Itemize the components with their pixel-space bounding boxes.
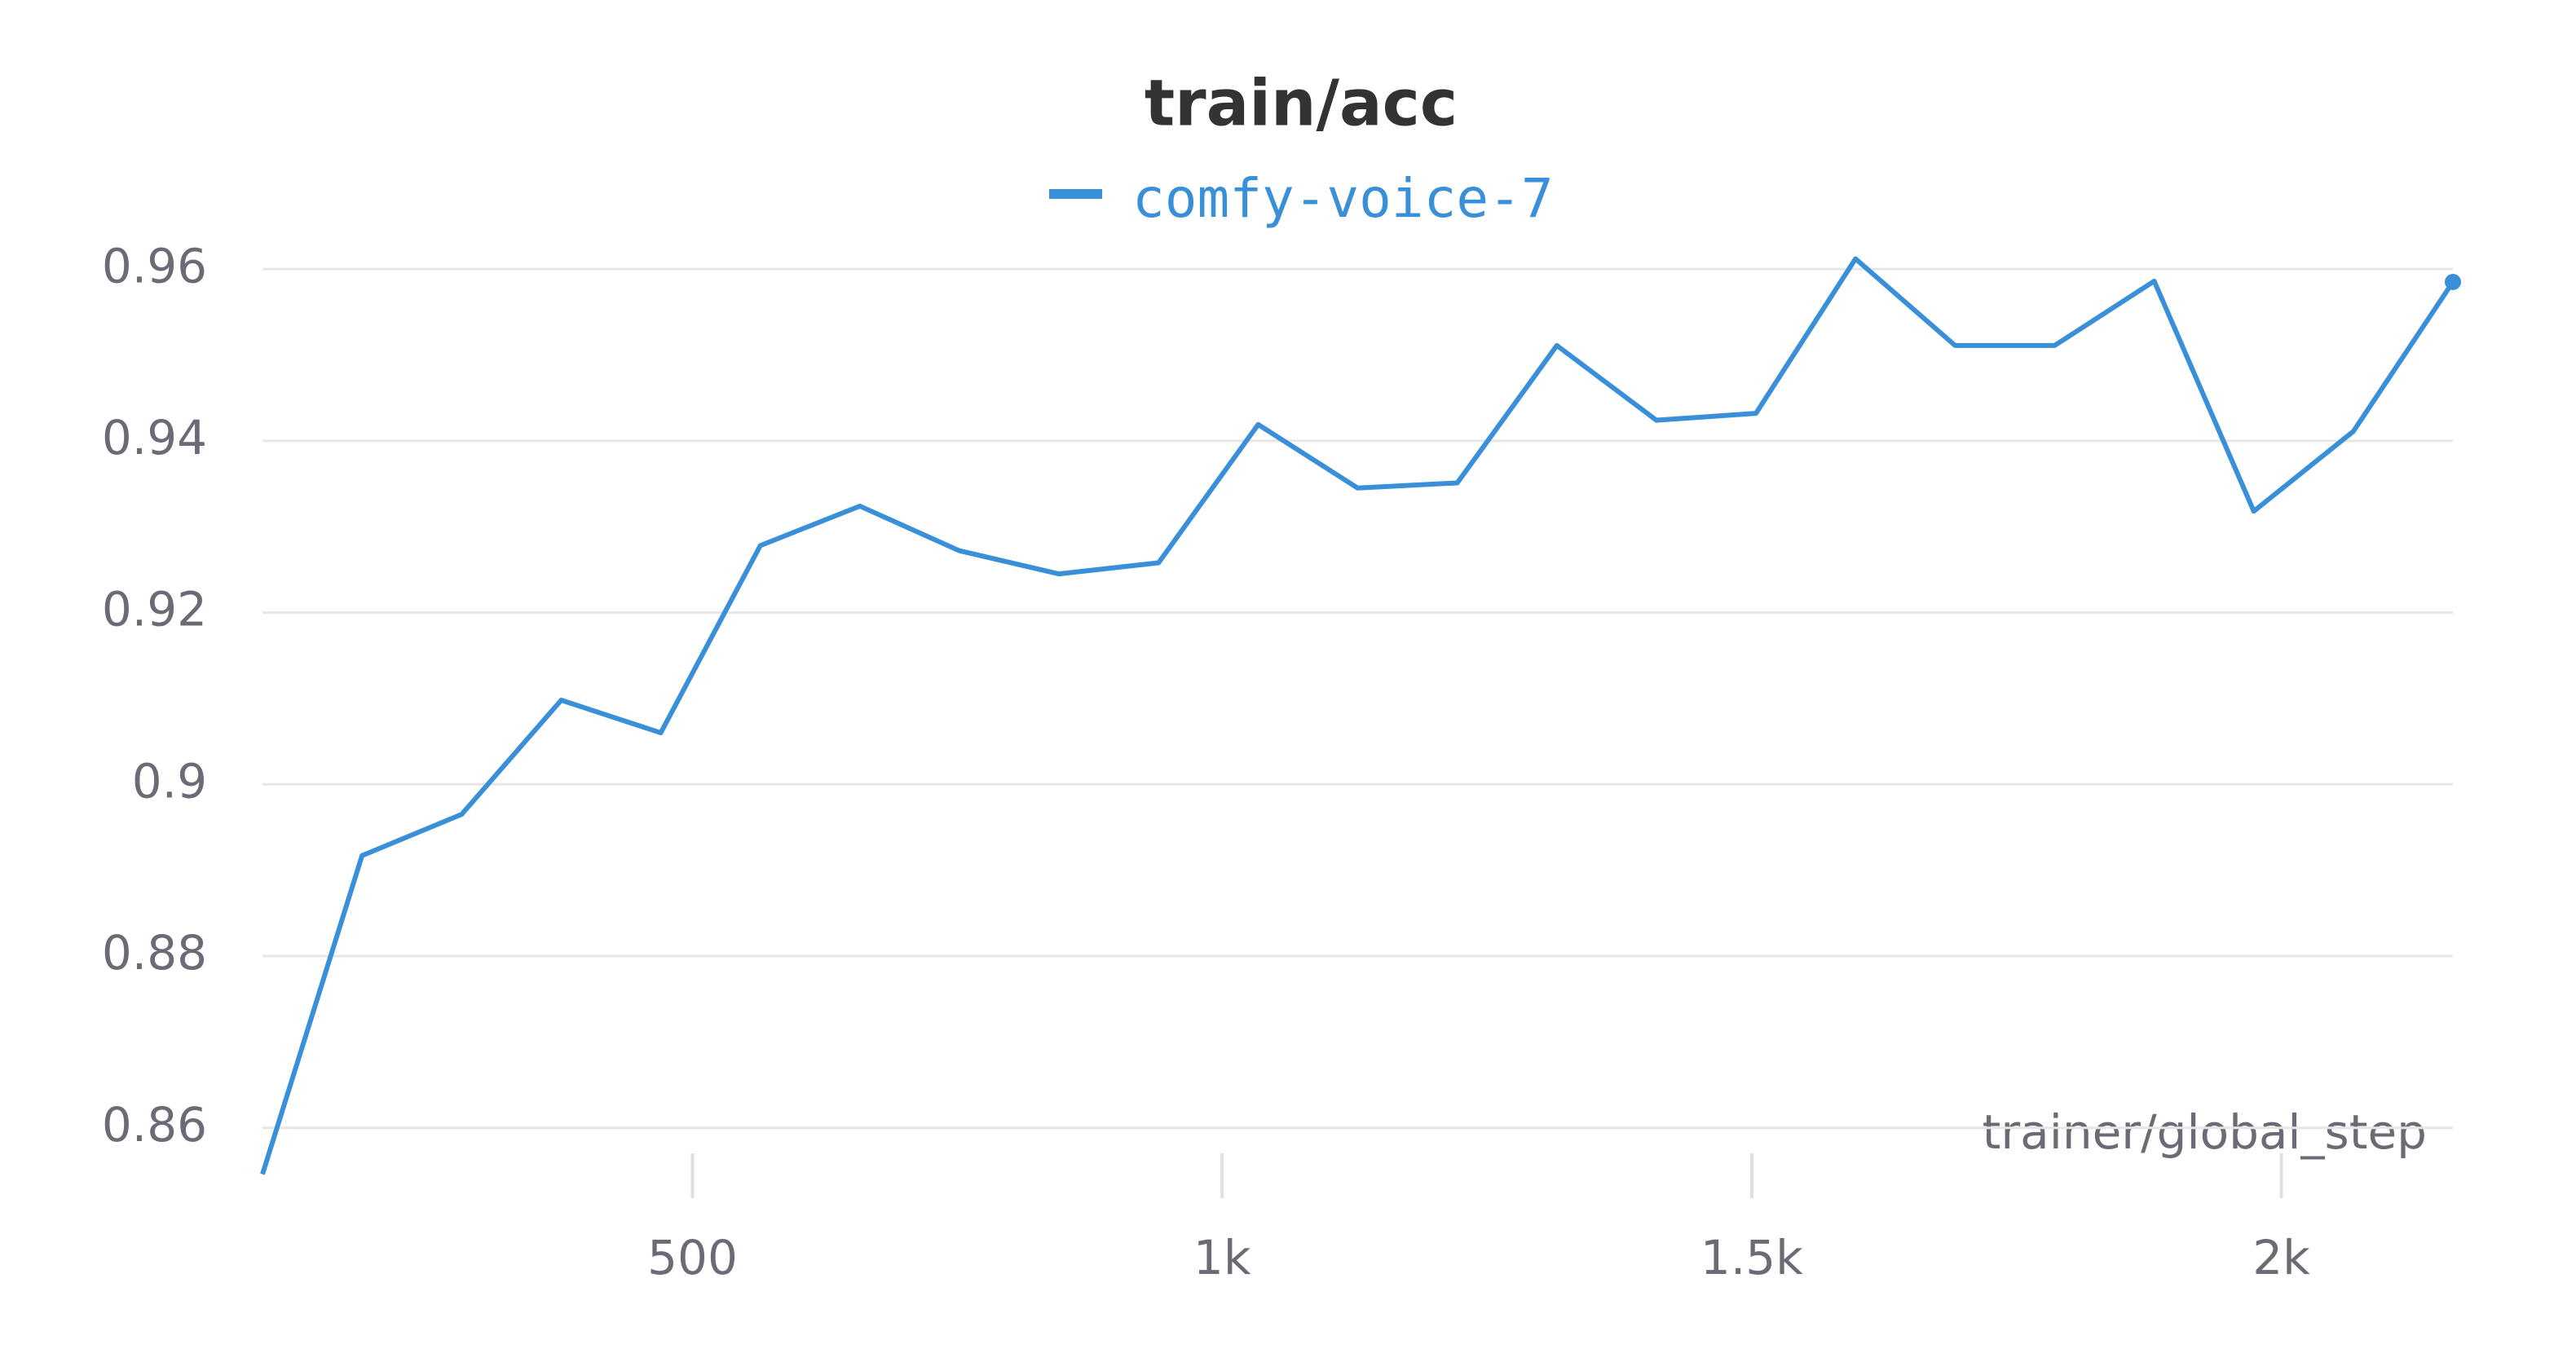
x-tick-label: 2k	[2252, 1230, 2310, 1285]
line	[260, 256, 2455, 1175]
x-tick-label: 1.5k	[1700, 1230, 1803, 1285]
y-tick-label: 0.86	[102, 1097, 207, 1152]
y-tick-label: 0.88	[102, 925, 207, 981]
legend-label: comfy-voice-7	[1132, 167, 1554, 230]
x-axis-label: trainer/global_step	[1983, 1104, 2427, 1160]
x-tick-label: 1k	[1193, 1230, 1251, 1285]
chart-title: train/acc	[1145, 67, 1458, 140]
y-tick-label: 0.96	[102, 238, 207, 293]
y-tick-label: 0.9	[132, 753, 207, 809]
x-tick-label: 500	[647, 1230, 738, 1285]
end-point	[2445, 273, 2461, 290]
y-tick-label: 0.94	[102, 410, 207, 465]
y-tick-label: 0.92	[102, 582, 207, 637]
